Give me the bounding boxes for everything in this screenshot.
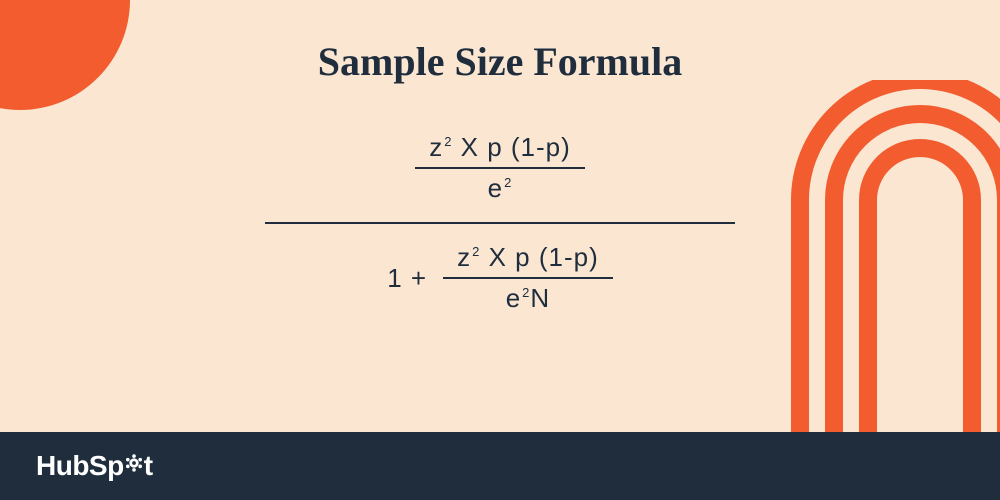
logo-text-prefix: HubSp [36,450,124,482]
formula: z2 X p (1-p) e2 1 + z2 X p (1-p) e2N [0,128,1000,318]
formula-den-top: z2 X p (1-p) [443,238,613,277]
logo-text-suffix: t [144,450,153,482]
sprocket-icon [125,454,143,472]
formula-numerator-fraction: z2 X p (1-p) e2 [415,128,585,208]
formula-denominator-fraction: z2 X p (1-p) e2N [443,238,613,318]
hubspot-logo: HubSp t [36,450,153,482]
formula-num-top: z2 X p (1-p) [415,128,585,167]
page-title: Sample Size Formula [0,38,1000,85]
fraction-bar-main [265,222,735,224]
formula-den-bottom: e2N [492,279,564,318]
infographic-canvas: Sample Size Formula z2 X p (1-p) e2 1 + … [0,0,1000,500]
formula-den-prefix: 1 + [387,263,427,294]
footer-bar: HubSp t [0,432,1000,500]
formula-num-bottom: e2 [474,169,527,208]
formula-denominator-row: 1 + z2 X p (1-p) e2N [387,238,612,318]
